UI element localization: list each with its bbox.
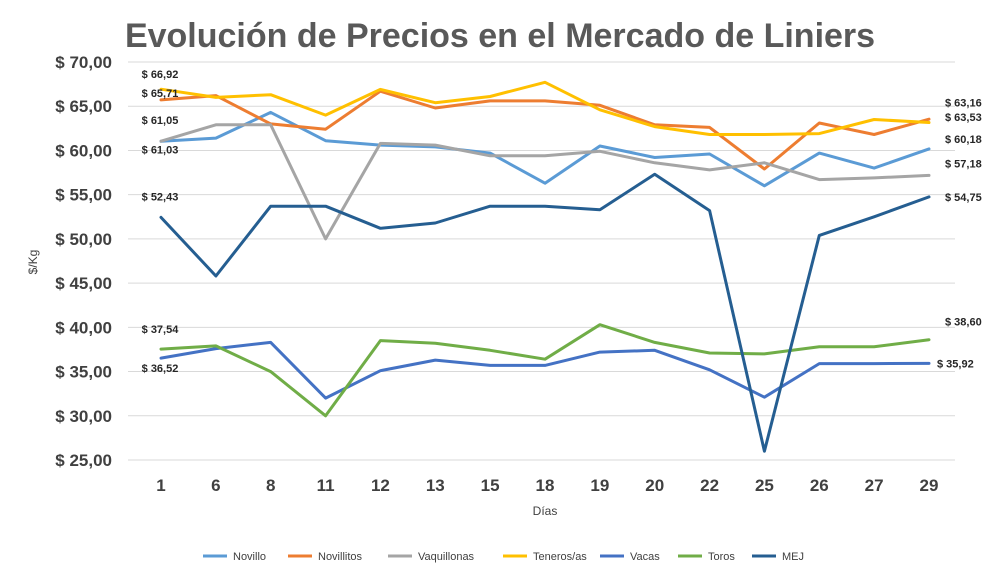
data-label: $ 63,53 xyxy=(945,112,982,124)
x-tick-label: 22 xyxy=(700,476,719,495)
y-tick-label: $ 40,00 xyxy=(55,318,112,337)
x-tick-label: 1 xyxy=(156,476,165,495)
y-tick-label: $ 65,00 xyxy=(55,97,112,116)
series-line-mej xyxy=(159,172,931,453)
y-tick-label: $ 35,00 xyxy=(55,363,112,382)
x-tick-label: 18 xyxy=(536,476,555,495)
legend-item: Novillo xyxy=(203,551,266,563)
series-line-novillitos xyxy=(159,89,931,171)
data-label: $ 63,16 xyxy=(945,97,982,109)
legend-item: Novillitos xyxy=(288,551,363,563)
y-axis-label: $/Kg xyxy=(26,250,40,275)
y-tick-label: $ 30,00 xyxy=(55,407,112,426)
y-axis-ticks: $ 25,00 $ 30,00 $ 35,00 $ 40,00 $ 45,00 $ 50,… xyxy=(55,53,112,470)
legend-label: Vaquillonas xyxy=(418,551,475,563)
data-label: $ 57,18 xyxy=(945,158,982,170)
data-label: $ 52,43 xyxy=(142,191,179,203)
x-tick-label: 25 xyxy=(755,476,774,495)
data-label: $ 61,05 xyxy=(142,115,179,127)
y-tick-label: $ 50,00 xyxy=(55,230,112,249)
x-axis-ticks: 1 6 8 11 12 13 15 18 19 20 22 25 26 27 29 xyxy=(156,476,938,495)
x-tick-label: 27 xyxy=(865,476,884,495)
y-tick-label: $ 45,00 xyxy=(55,274,112,293)
series-lines xyxy=(159,80,931,453)
legend-item: Vaquillonas xyxy=(388,551,475,563)
x-tick-label: 12 xyxy=(371,476,390,495)
series-line-novillo xyxy=(159,110,931,188)
y-tick-label: $ 60,00 xyxy=(55,141,112,160)
x-tick-label: 19 xyxy=(590,476,609,495)
data-label: $ 60,18 xyxy=(945,134,982,146)
x-tick-label: 29 xyxy=(920,476,939,495)
x-tick-label: 8 xyxy=(266,476,275,495)
data-labels: $ 66,92 $ 65,71 $ 61,05 $ 61,03 $ 52,43 $ 37,… xyxy=(142,69,982,375)
series-line-vacas xyxy=(159,340,931,400)
y-tick-label: $ 70,00 xyxy=(55,53,112,72)
legend-label: Novillitos xyxy=(318,551,363,563)
x-tick-label: 20 xyxy=(645,476,664,495)
data-label: $ 35,92 xyxy=(937,358,974,370)
legend-item: Vacas xyxy=(600,551,660,563)
x-tick-label: 15 xyxy=(481,476,500,495)
x-tick-label: 26 xyxy=(810,476,829,495)
x-tick-label: 13 xyxy=(426,476,445,495)
legend-item: MEJ xyxy=(752,551,804,563)
series-line-toros xyxy=(159,323,931,418)
legend-label: Toros xyxy=(708,551,735,563)
x-tick-label: 11 xyxy=(317,476,335,495)
data-label: $ 61,03 xyxy=(142,144,179,156)
legend-label: Vacas xyxy=(630,551,660,563)
x-tick-label: 6 xyxy=(211,476,220,495)
legend-item: Teneros/as xyxy=(503,551,587,563)
x-axis-label: Días xyxy=(533,504,558,518)
series-line-vaquillonas xyxy=(159,123,931,241)
data-label: $ 66,92 xyxy=(142,69,179,81)
data-label: $ 37,54 xyxy=(142,324,180,336)
gridlines xyxy=(128,61,955,461)
y-tick-label: $ 55,00 xyxy=(55,186,112,205)
legend-label: Teneros/as xyxy=(533,551,587,563)
data-label: $ 54,75 xyxy=(945,192,982,204)
legend: Novillo Novillitos Vaquillonas Teneros/as Va… xyxy=(203,551,804,563)
legend-label: MEJ xyxy=(782,551,804,563)
data-label: $ 36,52 xyxy=(142,363,179,375)
series-line-teneros-as xyxy=(159,80,931,136)
data-label: $ 38,60 xyxy=(945,317,982,329)
chart-title: Evolución de Precios en el Mercado de Li… xyxy=(125,17,875,55)
legend-label: Novillo xyxy=(233,551,266,563)
legend-item: Toros xyxy=(678,551,735,563)
y-tick-label: $ 25,00 xyxy=(55,451,112,470)
data-label: $ 65,71 xyxy=(142,88,179,100)
